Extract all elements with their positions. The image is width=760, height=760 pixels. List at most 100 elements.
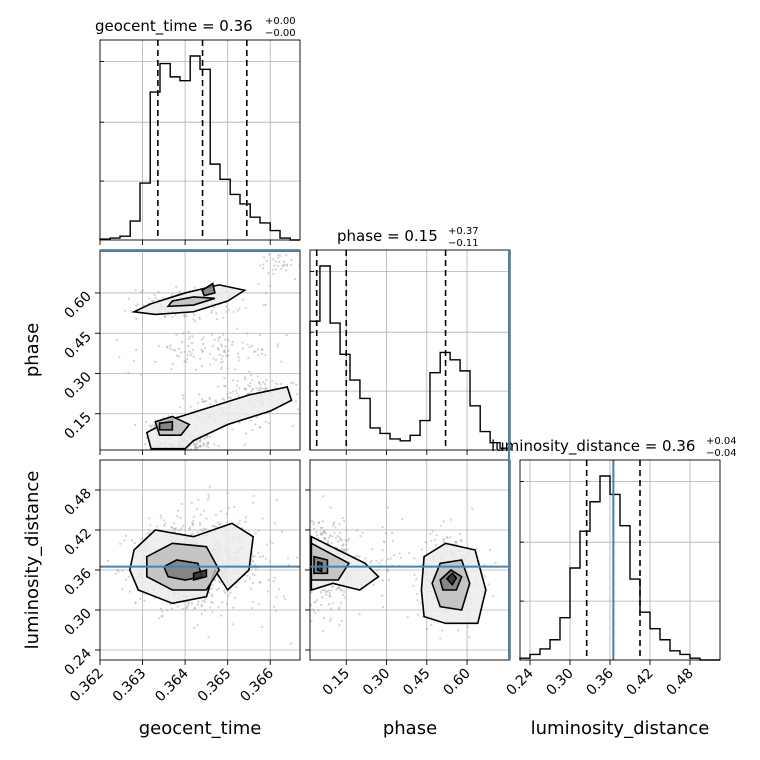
scatter-geocent-time-vs-phase-point-589 bbox=[227, 308, 230, 312]
scatter-geocent-time-vs-phase-point-745 bbox=[247, 357, 250, 360]
scatter-phase-vs-luminosity-distance-contour-6 bbox=[439, 568, 463, 591]
scatter-geocent-time-vs-luminosity-distance-point-421 bbox=[197, 600, 200, 603]
scatter-geocent-time-vs-luminosity-distance-point-350 bbox=[201, 599, 205, 602]
scatter-geocent-time-vs-phase-point-566 bbox=[135, 317, 138, 320]
scatter-geocent-time-vs-luminosity-distance-point-202 bbox=[148, 517, 151, 520]
scatter-geocent-time-vs-phase-point-721 bbox=[219, 335, 222, 339]
scatter-phase-vs-luminosity-distance-point-318 bbox=[295, 549, 297, 551]
scatter-geocent-time-vs-phase-point-763 bbox=[166, 346, 169, 349]
scatter-phase-vs-luminosity-distance-point-702 bbox=[393, 554, 396, 557]
scatter-geocent-time-vs-phase-point-489 bbox=[271, 380, 274, 383]
scatter-phase-vs-luminosity-distance-point-716 bbox=[386, 558, 389, 561]
scatter-phase-vs-luminosity-distance-point-757 bbox=[385, 568, 389, 571]
scatter-geocent-time-vs-phase-point-482 bbox=[295, 392, 299, 396]
scatter-geocent-time-vs-phase-point-531 bbox=[193, 314, 196, 317]
scatter-geocent-time-vs-luminosity-distance-point-760 bbox=[215, 525, 218, 528]
scatter-geocent-time-vs-luminosity-distance-point-427 bbox=[164, 522, 167, 525]
scatter-phase-vs-luminosity-distance-point-246 bbox=[304, 577, 306, 579]
scatter-phase-vs-luminosity-distance-point-359 bbox=[305, 566, 307, 568]
scatter-phase-vs-luminosity-distance-point-2 bbox=[335, 546, 339, 549]
scatter-phase-vs-luminosity-distance-point-328 bbox=[337, 608, 340, 611]
scatter-phase-vs-luminosity-distance-point-304 bbox=[310, 603, 313, 607]
scatter-geocent-time-vs-luminosity-distance-point-508 bbox=[216, 521, 219, 524]
scatter-geocent-time-vs-phase-point-720 bbox=[174, 349, 177, 352]
scatter-geocent-time-vs-phase-point-525 bbox=[229, 396, 232, 399]
title-luminosity-distance-minus: −0.04 bbox=[706, 448, 737, 459]
scatter-geocent-time-vs-phase-point-254 bbox=[217, 444, 220, 448]
scatter-phase-vs-luminosity-distance-point-44 bbox=[320, 603, 323, 607]
scatter-phase-vs-luminosity-distance-point-292 bbox=[323, 537, 326, 540]
scatter-geocent-time-vs-luminosity-distance-point-383 bbox=[223, 589, 226, 592]
scatter-phase-vs-luminosity-distance-point-183 bbox=[327, 602, 331, 606]
scatter-geocent-time-vs-phase-point-775 bbox=[262, 263, 265, 266]
scatter-geocent-time-vs-phase-point-451 bbox=[258, 386, 262, 389]
scatter-geocent-time-vs-phase-point-708 bbox=[217, 339, 220, 343]
scatter-phase-vs-luminosity-distance-point-11 bbox=[320, 526, 323, 529]
scatter-geocent-time-vs-phase-point-603 bbox=[163, 315, 167, 318]
scatter-phase-vs-luminosity-distance-point-194 bbox=[340, 601, 343, 604]
scatter-geocent-time-vs-phase-point-406 bbox=[200, 397, 204, 401]
scatter-phase-vs-luminosity-distance-point-506 bbox=[442, 520, 445, 523]
scatter-geocent-time-vs-phase-point-769 bbox=[264, 353, 267, 357]
scatter-geocent-time-vs-luminosity-distance-point-709 bbox=[249, 587, 253, 590]
scatter-geocent-time-vs-phase-point-356 bbox=[203, 400, 206, 404]
scatter-geocent-time-vs-luminosity-distance-point-571 bbox=[170, 525, 173, 529]
scatter-geocent-time-vs-phase-point-759 bbox=[227, 354, 230, 357]
scatter-phase-vs-luminosity-distance-point-546 bbox=[466, 625, 469, 629]
scatter-phase-vs-luminosity-distance-point-112 bbox=[306, 504, 308, 506]
scatter-geocent-time-vs-luminosity-distance-point-153 bbox=[193, 607, 196, 610]
scatter-geocent-time-vs-phase-point-537 bbox=[210, 311, 213, 314]
scatter-phase-vs-luminosity-distance-point-381 bbox=[333, 521, 336, 524]
scatter-geocent-time-vs-phase-point-719 bbox=[231, 340, 234, 343]
scatter-phase-vs-luminosity-distance-point-432 bbox=[429, 532, 432, 535]
scatter-geocent-time-vs-luminosity-distance-panel bbox=[99, 459, 301, 661]
scatter-phase-vs-luminosity-distance-point-152 bbox=[293, 554, 295, 556]
scatter-phase-vs-luminosity-distance-point-742 bbox=[391, 531, 394, 534]
scatter-geocent-time-vs-phase-point-447 bbox=[244, 378, 247, 381]
scatter-geocent-time-vs-phase-point-146 bbox=[148, 424, 151, 427]
scatter-phase-vs-luminosity-distance-point-340 bbox=[304, 581, 306, 583]
scatter-geocent-time-vs-phase-point-532 bbox=[141, 289, 145, 292]
scatter-geocent-time-vs-phase-point-709 bbox=[220, 357, 223, 361]
hist-luminosity-distance-frame bbox=[519, 459, 721, 661]
scatter-geocent-time-vs-phase-point-743 bbox=[139, 373, 142, 376]
scatter-geocent-time-vs-luminosity-distance-point-795 bbox=[231, 606, 235, 609]
scatter-geocent-time-vs-phase-point-691 bbox=[190, 352, 193, 355]
scatter-geocent-time-vs-phase-point-584 bbox=[171, 293, 174, 296]
scatter-phase-vs-luminosity-distance-point-248 bbox=[327, 536, 330, 539]
scatter-phase-vs-luminosity-distance-point-52 bbox=[338, 606, 341, 609]
scatter-geocent-time-vs-phase-point-668 bbox=[217, 337, 220, 340]
scatter-geocent-time-vs-phase-point-756 bbox=[222, 350, 226, 353]
scatter-geocent-time-vs-phase-point-472 bbox=[238, 387, 241, 390]
scatter-geocent-time-vs-luminosity-distance-point-661 bbox=[267, 579, 270, 582]
scatter-phase-vs-luminosity-distance-point-330 bbox=[302, 581, 304, 583]
scatter-geocent-time-vs-phase-point-519 bbox=[214, 399, 217, 402]
scatter-geocent-time-vs-luminosity-distance-point-496 bbox=[200, 603, 204, 606]
scatter-phase-vs-luminosity-distance-point-737 bbox=[375, 559, 378, 563]
scatter-geocent-time-vs-phase-point-193 bbox=[169, 452, 171, 454]
scatter-phase-vs-luminosity-distance-point-744 bbox=[381, 526, 384, 529]
scatter-geocent-time-vs-phase-point-97 bbox=[133, 423, 137, 427]
scatter-phase-vs-luminosity-distance-point-80 bbox=[310, 591, 313, 594]
scatter-geocent-time-vs-luminosity-distance-point-226 bbox=[196, 603, 199, 606]
scatter-phase-vs-luminosity-distance-point-48 bbox=[338, 523, 341, 526]
scatter-geocent-time-vs-phase-point-749 bbox=[189, 354, 192, 357]
scatter-geocent-time-vs-phase-point-495 bbox=[236, 379, 239, 383]
scatter-geocent-time-vs-phase-point-551 bbox=[175, 285, 178, 288]
scatter-geocent-time-vs-phase-point-674 bbox=[260, 348, 264, 351]
scatter-geocent-time-vs-luminosity-distance-point-83 bbox=[208, 485, 211, 488]
scatter-geocent-time-vs-phase-point-727 bbox=[237, 359, 240, 362]
scatter-geocent-time-vs-phase-point-54 bbox=[150, 426, 153, 429]
scatter-geocent-time-vs-luminosity-distance-point-231 bbox=[163, 519, 166, 522]
scatter-geocent-time-vs-luminosity-distance-point-659 bbox=[290, 642, 293, 645]
scatter-geocent-time-vs-phase-point-477 bbox=[251, 388, 254, 391]
scatter-phase-vs-luminosity-distance-point-92 bbox=[314, 612, 317, 615]
scatter-phase-vs-luminosity-distance-point-371 bbox=[326, 590, 329, 593]
scatter-geocent-time-vs-phase-point-353 bbox=[264, 420, 267, 423]
scatter-geocent-time-vs-luminosity-distance-point-790 bbox=[274, 576, 277, 580]
scatter-geocent-time-vs-phase-point-643 bbox=[127, 297, 130, 300]
scatter-geocent-time-vs-luminosity-distance-point-589 bbox=[214, 513, 218, 516]
scatter-phase-vs-luminosity-distance-point-307 bbox=[327, 539, 330, 542]
scatter-phase-vs-luminosity-distance-point-103 bbox=[323, 530, 326, 533]
scatter-geocent-time-vs-phase-point-681 bbox=[256, 348, 260, 351]
